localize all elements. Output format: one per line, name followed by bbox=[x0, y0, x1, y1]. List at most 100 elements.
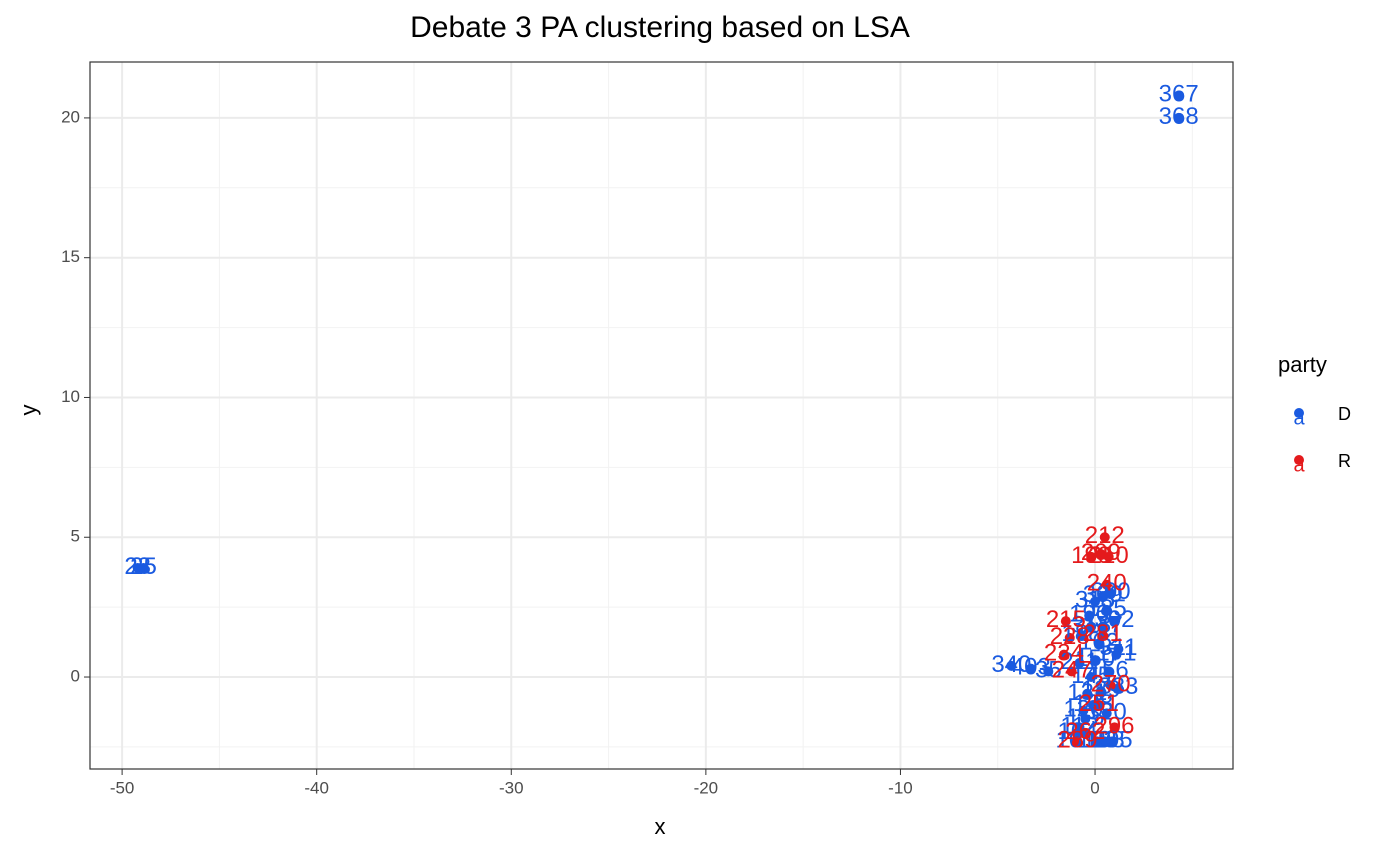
point bbox=[1093, 638, 1104, 649]
point-label: 270 bbox=[1091, 670, 1131, 697]
point-label: 139 bbox=[1081, 676, 1121, 703]
legend-glyph: a bbox=[1293, 407, 1305, 429]
point-label: 115 bbox=[1066, 704, 1104, 731]
point-label: 112 bbox=[1060, 712, 1098, 739]
point bbox=[1109, 722, 1120, 733]
point-label: 104 bbox=[1058, 718, 1098, 745]
point-label: 212 bbox=[1085, 522, 1125, 549]
point-label: 209 bbox=[1081, 539, 1121, 566]
point-label: 177 bbox=[1083, 612, 1123, 639]
point bbox=[1173, 112, 1184, 123]
point-label: 215 bbox=[1046, 606, 1086, 633]
point bbox=[1084, 610, 1095, 621]
point-label: 333 bbox=[1098, 673, 1138, 700]
point bbox=[1072, 727, 1083, 738]
point-label: 131 bbox=[1067, 679, 1107, 706]
y-tick-label: 5 bbox=[71, 527, 80, 546]
point-label: 150 bbox=[1075, 645, 1115, 672]
plot-border bbox=[89, 61, 1234, 770]
point-label: 251 bbox=[1079, 690, 1119, 717]
x-tick-label: -30 bbox=[499, 778, 524, 797]
point-label: 289 bbox=[1058, 726, 1098, 753]
point-label: 23 bbox=[124, 553, 151, 580]
y-tick-label: 15 bbox=[61, 247, 80, 266]
point-label: 281 bbox=[1083, 620, 1123, 647]
point-label: 296 bbox=[1094, 712, 1134, 739]
point bbox=[1090, 596, 1101, 607]
point bbox=[1097, 621, 1108, 632]
point bbox=[1066, 666, 1077, 677]
point-label: 25 bbox=[130, 553, 157, 580]
point-label: 188 bbox=[1061, 620, 1101, 647]
legend-label: R bbox=[1338, 451, 1351, 471]
point bbox=[1105, 680, 1116, 691]
point bbox=[1099, 532, 1110, 543]
point bbox=[1091, 736, 1102, 747]
legend-marker bbox=[1294, 455, 1304, 465]
point bbox=[1107, 736, 1118, 747]
point-label: 300 bbox=[1091, 578, 1131, 605]
point-label: 145 bbox=[1071, 662, 1111, 689]
point-label: 403 bbox=[1011, 654, 1051, 681]
point-label: 190 bbox=[1069, 600, 1109, 627]
point bbox=[1060, 616, 1071, 627]
point bbox=[1103, 551, 1114, 562]
point bbox=[1113, 683, 1124, 694]
point bbox=[1043, 666, 1054, 677]
point bbox=[1086, 551, 1097, 562]
point bbox=[1080, 727, 1091, 738]
x-axis-label: x bbox=[655, 814, 666, 839]
y-axis-label: y bbox=[16, 405, 41, 416]
point-label: 318 bbox=[1071, 612, 1111, 639]
point bbox=[1101, 708, 1112, 719]
point bbox=[138, 562, 149, 573]
point bbox=[1080, 713, 1091, 724]
point bbox=[1101, 604, 1112, 615]
point bbox=[1086, 672, 1097, 683]
point-label: 311 bbox=[1099, 634, 1137, 661]
point-label: 211 bbox=[1060, 648, 1098, 675]
point-label: 128 bbox=[1073, 690, 1113, 717]
point bbox=[1058, 649, 1069, 660]
x-tick-label: -40 bbox=[304, 778, 329, 797]
point-label: 120 bbox=[1063, 696, 1103, 723]
point-label: 228 bbox=[1050, 623, 1090, 650]
point-label: 340 bbox=[991, 651, 1031, 678]
point bbox=[1090, 655, 1101, 666]
point bbox=[1097, 590, 1108, 601]
legend-title: party bbox=[1278, 352, 1327, 377]
legend-label: D bbox=[1338, 404, 1351, 424]
point-label: 198 bbox=[1085, 726, 1125, 753]
point-label: 156 bbox=[1089, 656, 1129, 683]
point-label: 193 bbox=[1077, 726, 1117, 753]
x-tick-label: -10 bbox=[888, 778, 913, 797]
point-label: 210 bbox=[1089, 542, 1129, 569]
point-label: 309 bbox=[1083, 581, 1123, 608]
y-tick-label: 20 bbox=[61, 107, 80, 126]
point bbox=[1078, 705, 1089, 716]
point bbox=[1006, 660, 1017, 671]
point-label: 262 bbox=[1065, 718, 1105, 745]
point-label: 35 bbox=[1035, 656, 1062, 683]
legend-marker bbox=[1294, 408, 1304, 418]
point bbox=[1074, 658, 1085, 669]
point-label: 185 bbox=[1087, 595, 1127, 622]
point-label: 367 bbox=[1159, 81, 1199, 108]
point bbox=[1095, 686, 1106, 697]
point bbox=[1095, 549, 1106, 560]
point bbox=[1086, 621, 1097, 632]
point-label: 101 bbox=[1056, 726, 1096, 753]
point bbox=[1111, 649, 1122, 660]
point-label: 320 bbox=[1087, 698, 1127, 725]
point bbox=[1064, 632, 1075, 643]
x-tick-label: -50 bbox=[110, 778, 135, 797]
point-label: 199 bbox=[1071, 542, 1111, 569]
point-label: 234 bbox=[1044, 640, 1084, 667]
point bbox=[1076, 630, 1087, 641]
point-label: 205 bbox=[1093, 726, 1133, 753]
point bbox=[1103, 666, 1114, 677]
y-tick-label: 10 bbox=[61, 387, 80, 406]
point bbox=[1101, 579, 1112, 590]
chart-title: Debate 3 PA clustering based on LSA bbox=[410, 11, 910, 44]
